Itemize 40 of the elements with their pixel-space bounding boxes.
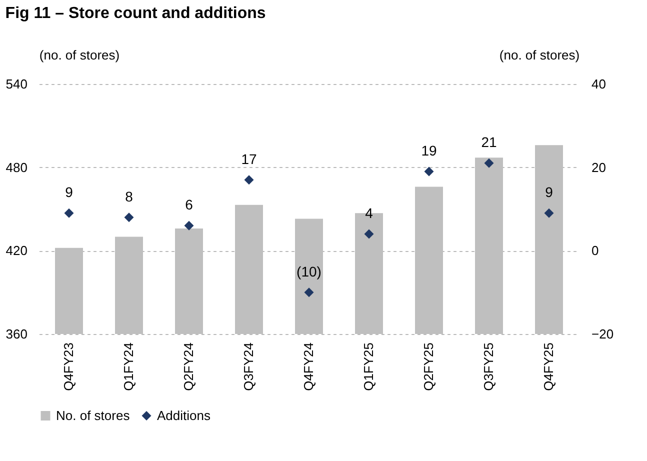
legend-label: Additions (157, 408, 211, 423)
x-tick-label: Q2FY25 (421, 342, 436, 391)
x-tick-label: Q1FY25 (361, 342, 376, 391)
y2-tick-label: −20 (592, 326, 614, 342)
data-label: 21 (481, 134, 497, 150)
x-tick-label: Q4FY25 (541, 342, 556, 391)
data-label: 6 (185, 196, 194, 213)
point (364, 229, 374, 239)
point (184, 220, 194, 230)
x-tick-label: Q3FY24 (241, 342, 256, 391)
x-tick-label: Q2FY24 (181, 342, 196, 391)
data-label: 9 (65, 184, 74, 200)
y-tick-label: 540 (6, 76, 28, 92)
point (124, 212, 134, 222)
point (304, 288, 314, 298)
point (544, 208, 554, 218)
data-label: 9 (545, 184, 554, 200)
point (64, 208, 74, 218)
y-tick-label: 480 (6, 160, 28, 175)
data-label: 8 (125, 188, 134, 204)
x-tick-label: Q4FY23 (61, 342, 76, 391)
legend-label: No. of stores (56, 408, 130, 423)
chart-title: Fig 11 – Store count and additions (5, 5, 266, 22)
x-tick-label: Q1FY24 (121, 342, 136, 391)
point (484, 158, 494, 168)
data-label: 19 (421, 142, 437, 158)
point (244, 175, 254, 185)
y2-tick-label: 0 (592, 243, 599, 258)
y-tick-label: 420 (6, 243, 28, 258)
x-tick-label: Q3FY25 (481, 342, 496, 391)
y2-tick-label: 20 (592, 160, 606, 175)
y2-axis-title: (no. of stores) (499, 48, 580, 62)
data-label: (10) (296, 263, 322, 280)
point (424, 166, 434, 176)
y2-tick-label: 40 (592, 76, 606, 92)
data-label: 17 (241, 150, 257, 167)
data-label: 4 (365, 205, 374, 221)
y-axis-title: (no. of stores) (39, 48, 120, 62)
x-tick-label: Q4FY24 (301, 342, 316, 391)
y-tick-label: 360 (6, 326, 28, 342)
